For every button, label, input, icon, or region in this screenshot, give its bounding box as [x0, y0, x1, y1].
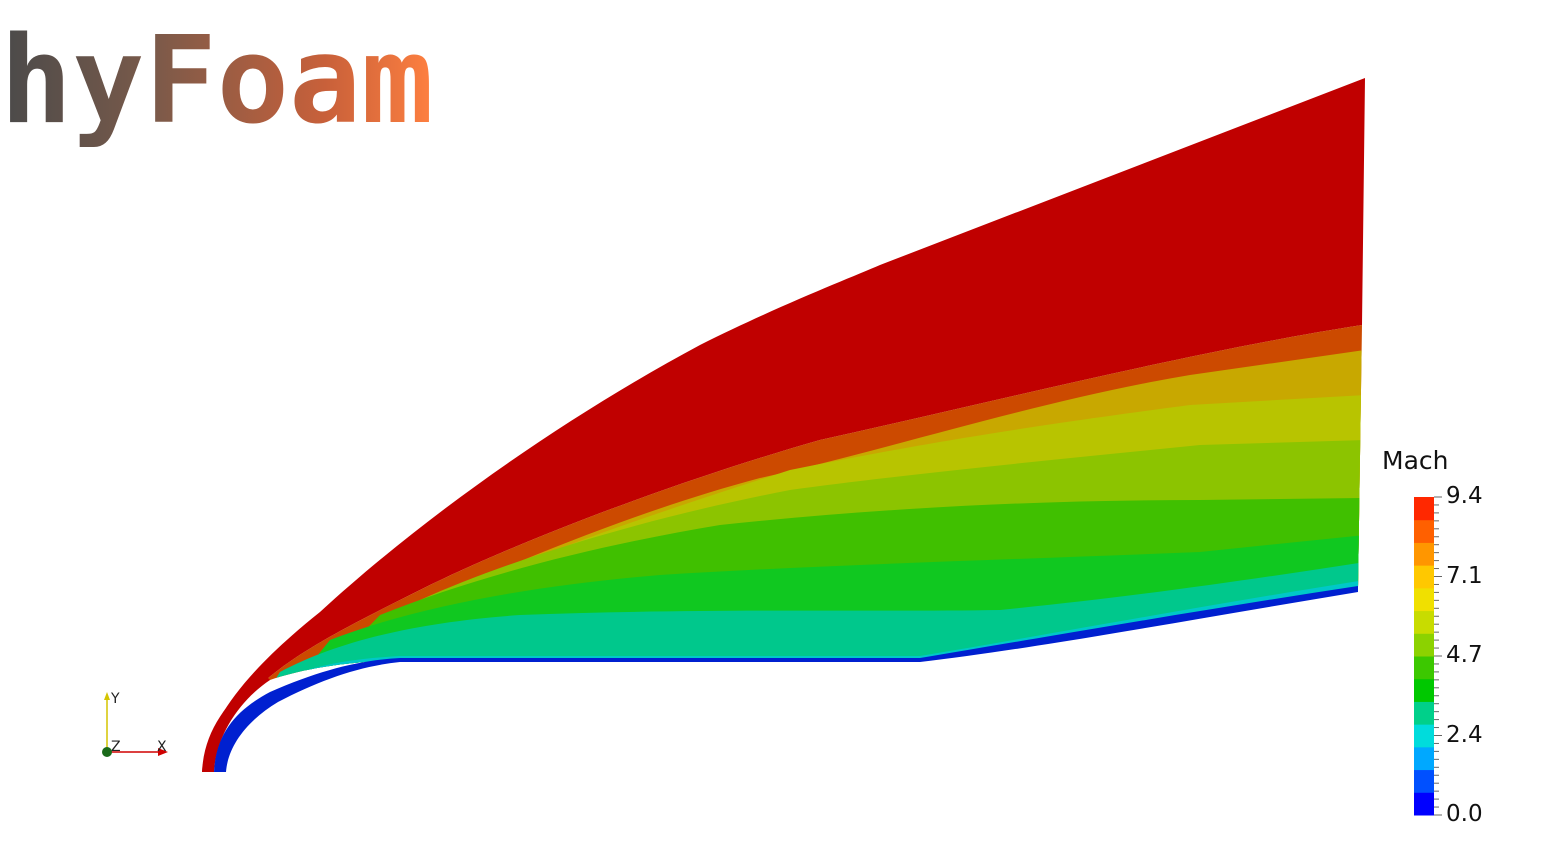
colorbar-segment [1414, 656, 1434, 680]
colorbar-segment [1414, 724, 1434, 748]
colorbar-segment [1414, 633, 1434, 657]
z-axis-label: Z [111, 739, 121, 755]
colorbar-tick-label: 4.7 [1446, 642, 1483, 668]
colorbar-segment [1414, 519, 1434, 543]
colorbar-segment [1414, 610, 1434, 634]
colorbar-segment [1414, 746, 1434, 771]
colorbar-segment [1414, 565, 1434, 589]
colorbar-tick-label: 9.4 [1446, 483, 1483, 509]
y-axis-label: Y [111, 691, 120, 707]
y-axis-arrow [104, 692, 110, 700]
colorbar-title: Mach [1382, 446, 1449, 475]
wall-boundary-layer [214, 586, 1358, 772]
colorbar-segment [1414, 587, 1434, 612]
x-axis-label: X [157, 739, 167, 755]
colorbar-tick-label: 7.1 [1446, 562, 1483, 589]
region-freestream [202, 78, 1365, 772]
logo-text: hyFoam [0, 12, 433, 151]
colorbar-segment [1414, 769, 1434, 793]
z-axis-dot [102, 747, 112, 757]
x-axis-arrow [158, 748, 168, 756]
colorbar-segment [1414, 792, 1434, 816]
colorbar-segment [1414, 542, 1434, 566]
mach-colorbar [1414, 496, 1442, 816]
colorbar-segment [1414, 497, 1434, 521]
hyfoam-logo: hyFoam [0, 12, 433, 151]
colorbar-segment [1414, 701, 1434, 725]
mach-contour-field [202, 78, 1365, 772]
colorbar-segment [1414, 678, 1434, 702]
orientation-axes [102, 692, 168, 757]
nose-shock-band [202, 672, 270, 772]
colorbar-tick-label: 2.4 [1446, 721, 1483, 748]
colorbar-tick-label: 0.0 [1446, 801, 1483, 827]
